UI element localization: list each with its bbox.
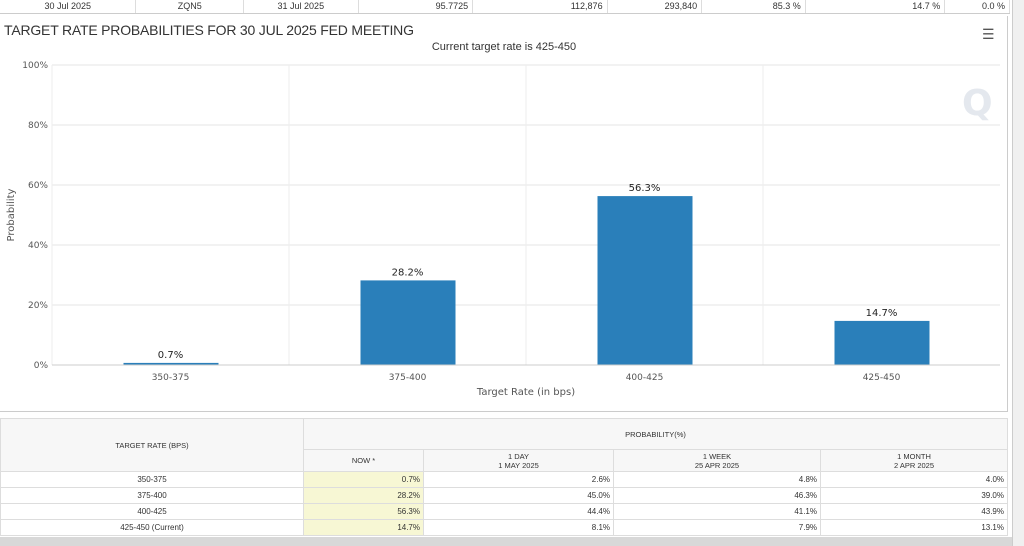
sub-header-line1: 1 DAY xyxy=(507,451,530,461)
rate-cell: 425-450 (Current) xyxy=(0,519,304,536)
watermark-logo-icon: Q xyxy=(962,83,993,124)
rate-cell: 400-425 xyxy=(0,503,304,520)
cell: 30 Jul 2025 xyxy=(0,0,137,13)
chart-panel: TARGET RATE PROBABILITIES FOR 30 JUL 202… xyxy=(0,16,1008,412)
data-label: 28.2% xyxy=(392,267,424,278)
cell: 85.3 % xyxy=(706,0,806,13)
prob-cell: 56.3% xyxy=(303,503,424,520)
table-row: 350-375 0.7% 2.6% 4.8% 4.0% xyxy=(0,471,1008,488)
y-tick-label: 20% xyxy=(28,301,48,311)
prob-cell: 39.0% xyxy=(820,487,1008,504)
cell: 293,840 xyxy=(608,0,703,13)
prob-cell: 2.6% xyxy=(423,471,614,488)
x-axis-title: Target Rate (in bps) xyxy=(476,387,575,398)
table-row: 375-400 28.2% 45.0% 46.3% 39.0% xyxy=(0,487,1008,504)
cell: 112,876 xyxy=(473,0,608,13)
sub-header-line1: NOW * xyxy=(351,456,376,466)
cell: ZQN5 xyxy=(136,0,245,13)
sub-header: 1 DAY 1 MAY 2025 xyxy=(423,449,614,472)
col-header-rate: TARGET RATE (BPS) xyxy=(0,418,304,472)
y-tick-label: 40% xyxy=(28,241,48,251)
sub-header: NOW * xyxy=(303,449,424,472)
x-tick-label: 425-450 xyxy=(863,373,901,383)
cell: 0.0 % xyxy=(945,0,1011,13)
cell: 95.7725 xyxy=(359,0,474,13)
prob-cell: 28.2% xyxy=(303,487,424,504)
y-tick-label: 100% xyxy=(22,61,48,71)
chart-title: TARGET RATE PROBABILITIES FOR 30 JUL 202… xyxy=(4,22,414,38)
rate-cell: 350-375 xyxy=(0,471,304,488)
prob-cell: 45.0% xyxy=(423,487,614,504)
x-tick-label: 400-425 xyxy=(626,373,664,383)
bar xyxy=(834,320,930,365)
cell: 31 Jul 2025 xyxy=(244,0,359,13)
prob-cell: 7.9% xyxy=(613,519,821,536)
prob-cell: 43.9% xyxy=(820,503,1008,520)
prob-cell: 8.1% xyxy=(423,519,614,536)
bar xyxy=(123,362,219,365)
futures-row: 30 Jul 2025 ZQN5 31 Jul 2025 95.7725 112… xyxy=(0,0,1011,14)
prob-cell: 41.1% xyxy=(613,503,821,520)
prob-cell: 4.0% xyxy=(820,471,1008,488)
data-label: 14.7% xyxy=(866,308,898,319)
sub-header: 1 WEEK 25 APR 2025 xyxy=(613,449,821,472)
sub-header-line2: 2 APR 2025 xyxy=(893,460,935,470)
prob-cell: 13.1% xyxy=(820,519,1008,536)
group-header: PROBABILITY(%) xyxy=(303,417,1008,451)
data-label: 0.7% xyxy=(158,350,183,361)
table-row: 425-450 (Current) 14.7% 8.1% 7.9% 13.1% xyxy=(0,519,1008,536)
prob-cell: 4.8% xyxy=(613,471,821,488)
sub-header-line1: 1 MONTH xyxy=(897,451,931,461)
horizontal-scrollbar[interactable] xyxy=(0,537,1012,546)
y-tick-label: 0% xyxy=(34,361,49,371)
sub-header-line2: 25 APR 2025 xyxy=(694,460,740,470)
sub-header: 1 MONTH 2 APR 2025 xyxy=(820,449,1008,472)
y-axis-title: Probability xyxy=(6,188,17,241)
probability-table: TARGET RATE (BPS) PROBABILITY(%) NOW * 1 … xyxy=(0,417,1008,536)
cell: 14.7 % xyxy=(806,0,946,13)
sub-header-line2: 1 MAY 2025 xyxy=(498,460,539,470)
prob-cell: 44.4% xyxy=(423,503,614,520)
chart-subtitle: Current target rate is 425-450 xyxy=(431,41,577,53)
data-label: 56.3% xyxy=(629,183,661,194)
vertical-scrollbar[interactable] xyxy=(1012,0,1024,546)
prob-cell: 0.7% xyxy=(303,471,424,488)
y-tick-label: 80% xyxy=(28,121,48,131)
table-row: 400-425 56.3% 44.4% 41.1% 43.9% xyxy=(0,503,1008,520)
sub-header-line1: 1 WEEK xyxy=(702,451,732,461)
bar xyxy=(597,196,693,365)
prob-cell: 46.3% xyxy=(613,487,821,504)
x-tick-label: 375-400 xyxy=(389,373,427,383)
rate-cell: 375-400 xyxy=(0,487,304,504)
bar-chart: 0% 20% 40% 60% 80% 100% 0.7% 350-375 28.2% 375-40… xyxy=(6,61,1000,398)
hamburger-icon[interactable]: ☰ xyxy=(982,26,995,42)
prob-cell: 14.7% xyxy=(303,519,424,536)
x-tick-label: 350-375 xyxy=(152,373,190,383)
y-tick-label: 60% xyxy=(28,181,48,191)
bar xyxy=(360,280,456,365)
